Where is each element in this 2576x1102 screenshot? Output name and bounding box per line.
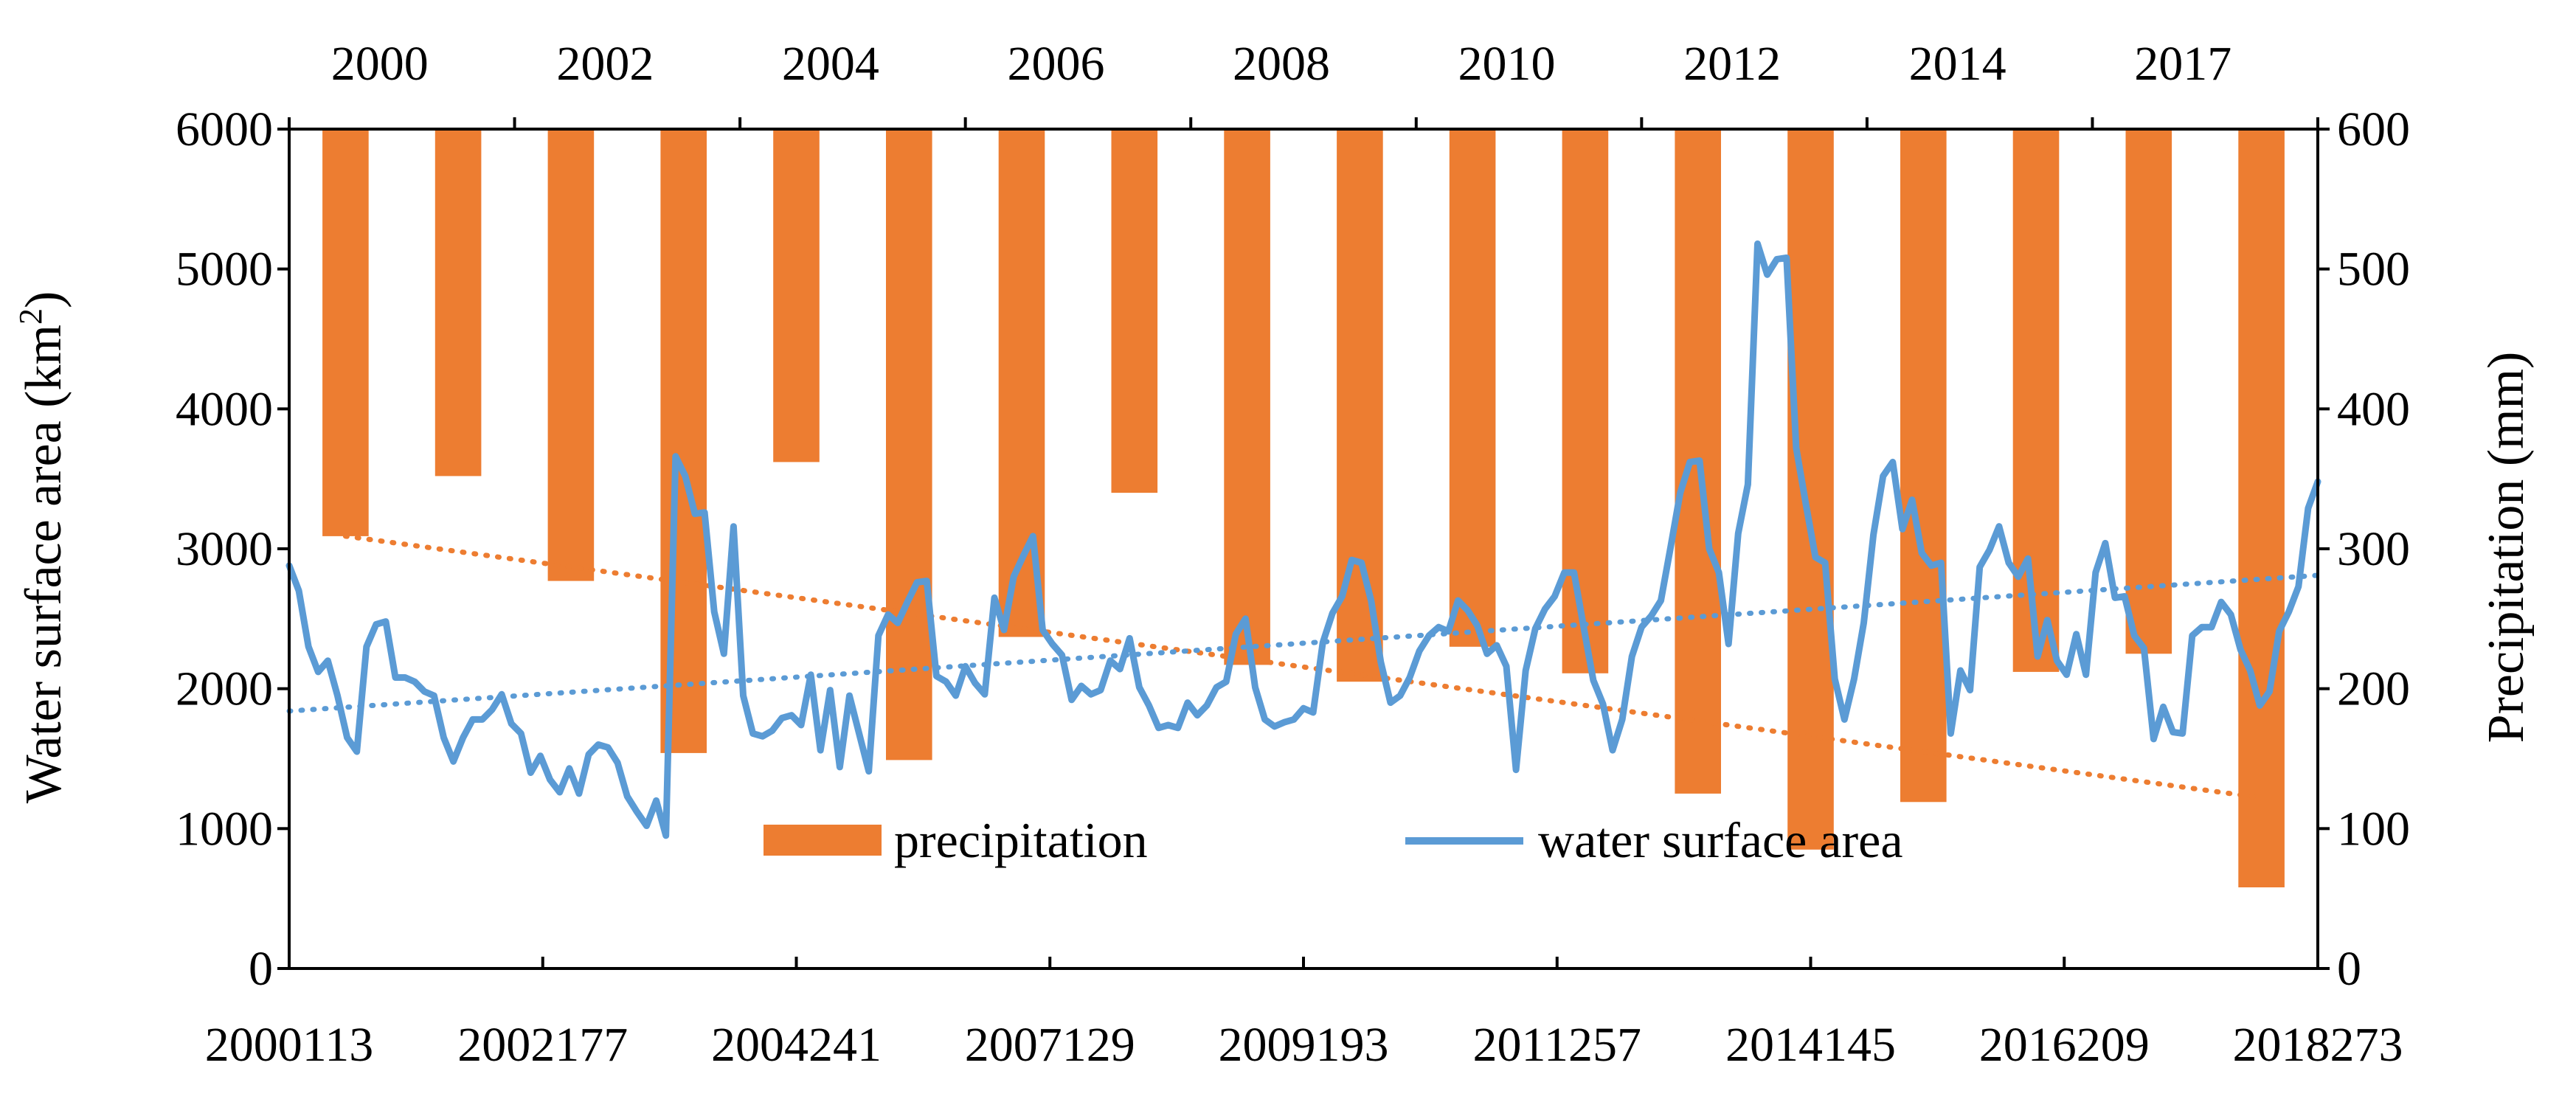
precipitation-trend-line bbox=[342, 533, 2265, 801]
bottom-axis-tick-label: 2000113 bbox=[205, 1018, 374, 1072]
precipitation-bar bbox=[1111, 129, 1158, 493]
left-axis-tick-label: 2000 bbox=[176, 662, 273, 716]
right-axis-tick-label: 500 bbox=[2337, 243, 2410, 297]
right-axis-title: Precipitation (mm) bbox=[2478, 352, 2535, 744]
precipitation-bar bbox=[2012, 129, 2060, 672]
precipitation-bar bbox=[322, 129, 369, 536]
left-axis-tick-label: 5000 bbox=[176, 243, 273, 297]
bottom-axis-tick-label: 2004241 bbox=[711, 1018, 882, 1072]
legend: precipitation water surface area bbox=[764, 812, 1903, 868]
top-axis-tick-label: 2000 bbox=[331, 37, 429, 91]
legend-water-surface-area-label: water surface area bbox=[1538, 812, 1903, 868]
left-axis-tick-label: 4000 bbox=[176, 382, 273, 436]
top-axis-tick-label: 2012 bbox=[1683, 37, 1781, 91]
bottom-axis-tick-label: 2009193 bbox=[1219, 1018, 1389, 1072]
left-axis-tick-label: 1000 bbox=[176, 802, 273, 856]
precipitation-bars bbox=[322, 129, 2285, 887]
left-axis-title-close: ) bbox=[15, 291, 72, 308]
left-axis-tick-label: 6000 bbox=[176, 103, 273, 156]
left-axis-title-superscript: 2 bbox=[13, 308, 49, 325]
trend-lines bbox=[286, 533, 2321, 801]
top-axis-tick-label: 2002 bbox=[556, 37, 654, 91]
bottom-axis-tick-label: 2011257 bbox=[1472, 1018, 1641, 1072]
bottom-axis-tick-label: 2016209 bbox=[1979, 1018, 2150, 1072]
water-surface-area-line bbox=[285, 240, 2321, 839]
precipitation-bar bbox=[1224, 129, 1270, 665]
precipitation-bar bbox=[1787, 129, 1834, 850]
water-surface-area-series bbox=[285, 240, 2321, 839]
left-axis-title-main: Water surface area (km bbox=[15, 325, 72, 803]
axes bbox=[277, 117, 2330, 970]
bottom-axis-tick-label: 2018273 bbox=[2233, 1018, 2403, 1072]
precipitation-bar bbox=[773, 129, 820, 462]
left-axis-tick-label: 3000 bbox=[176, 522, 273, 576]
left-axis-tick-label: 0 bbox=[249, 942, 273, 996]
precipitation-bar bbox=[2238, 129, 2285, 887]
precipitation-bar bbox=[1900, 129, 1947, 803]
top-axis-tick-label: 2008 bbox=[1233, 37, 1330, 91]
legend-precipitation-swatch bbox=[764, 825, 882, 856]
precipitation-bar bbox=[547, 129, 595, 581]
bottom-axis-tick-label: 2002177 bbox=[457, 1018, 628, 1072]
precipitation-bar bbox=[434, 129, 482, 477]
top-axis-tick-label: 2017 bbox=[2134, 37, 2232, 91]
right-axis-tick-label: 600 bbox=[2337, 103, 2410, 156]
precipitation-bar bbox=[886, 129, 932, 760]
legend-precipitation-label: precipitation bbox=[894, 812, 1148, 868]
bottom-axis-tick-label: 2014145 bbox=[1725, 1018, 1896, 1072]
precipitation-bar bbox=[1449, 129, 1496, 647]
left-axis-title: Water surface area (km2) bbox=[13, 291, 72, 804]
precipitation-bar bbox=[2125, 129, 2172, 654]
right-axis-tick-label: 300 bbox=[2337, 522, 2410, 576]
top-axis-tick-label: 2014 bbox=[1909, 37, 2007, 91]
top-axis-tick-label: 2010 bbox=[1458, 37, 1556, 91]
right-axis-tick-label: 0 bbox=[2337, 942, 2361, 996]
tick-labels: 0 1000 2000 3000 4000 5000 6000 0 100 200 300 400 50… bbox=[176, 37, 2410, 1072]
water-surface-area-trend-line bbox=[286, 572, 2321, 714]
top-axis-tick-label: 2004 bbox=[782, 37, 879, 91]
bottom-axis-tick-label: 2007129 bbox=[965, 1018, 1135, 1072]
right-axis-tick-label: 400 bbox=[2337, 382, 2410, 436]
precipitation-bar bbox=[1562, 129, 1609, 673]
right-axis-tick-label: 200 bbox=[2337, 662, 2410, 716]
top-axis-tick-label: 2006 bbox=[1007, 37, 1104, 91]
right-axis-tick-label: 100 bbox=[2337, 802, 2410, 856]
